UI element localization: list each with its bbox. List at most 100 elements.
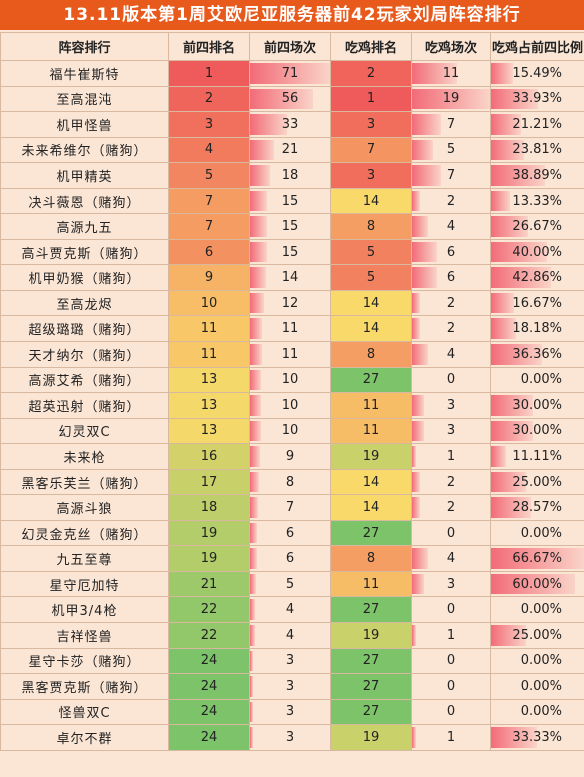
win-ratio-bar [491,88,539,110]
win-games-value: 19 [442,91,460,107]
win-games-value: 0 [446,704,456,720]
top4-rank-cell: 11 [168,341,250,368]
win-games-value: 2 [446,500,456,516]
win-ratio-value: 38.89% [512,167,562,183]
win-games-bar [412,573,425,595]
top4-games-cell: 10 [249,366,331,394]
top4-games-value: 3 [285,678,295,694]
win-games-bar [412,548,429,569]
win-games-value: 0 [446,653,456,669]
top4-rank-cell: 13 [168,392,250,419]
top4-games-bar [250,318,263,340]
win-games-value: 1 [446,448,456,464]
win-games-cell: 19 [411,85,491,113]
win-games-cell: 3 [411,417,491,445]
win-ratio-value: 18.18% [512,321,562,337]
win-ratio-bar [491,267,551,288]
win-rank-cell: 19 [330,443,412,470]
top4-rank-cell: 17 [168,468,250,496]
lineup-name: 决斗薇恩（赌狗） [0,187,169,215]
table-row: 超级璐璐（赌狗） 11 11 14 2 18.18% [0,315,584,343]
win-ratio-cell: 25.00% [490,468,584,496]
win-games-bar [412,318,421,340]
top4-games-bar [250,650,254,672]
win-games-bar [412,395,425,416]
win-games-bar [412,139,433,161]
win-ratio-value: 28.57% [512,500,562,516]
top4-rank-cell: 5 [168,162,250,189]
win-ratio-value: 33.33% [512,729,562,745]
win-games-value: 6 [446,244,456,260]
win-games-cell: 1 [411,724,491,751]
header-win-games: 吃鸡场次 [411,32,491,61]
win-games-value: 5 [446,142,456,158]
win-ratio-cell: 0.00% [490,673,584,700]
win-games-bar [412,267,437,288]
lineup-name: 黑客乐芙兰（赌狗） [0,468,169,496]
win-games-value: 11 [442,65,460,81]
top4-games-bar [250,190,267,212]
lineup-name: 未来枪 [0,443,169,470]
lineup-name: 高源九五 [0,213,169,240]
win-games-cell: 0 [411,519,491,547]
lineup-name: 机甲3/4枪 [0,596,169,624]
win-ratio-bar [491,625,526,646]
win-ratio-bar [491,395,533,416]
win-games-value: 2 [446,295,456,311]
top4-rank-cell: 24 [168,724,250,751]
win-ratio-bar [491,292,515,314]
table-row: 黑客贾克斯（赌狗） 24 3 27 0 0.00% [0,673,584,700]
win-ratio-cell: 33.93% [490,85,584,113]
top4-games-bar [250,701,254,723]
top4-rank-cell: 22 [168,622,250,649]
win-games-value: 3 [446,423,456,439]
table-row: 黑客乐芙兰（赌狗） 17 8 14 2 25.00% [0,468,584,496]
top4-games-value: 33 [281,116,299,132]
win-games-value: 0 [446,525,456,541]
win-ratio-cell: 15.49% [490,60,584,87]
lineup-name: 未来希维尔（赌狗） [0,136,169,164]
win-ratio-bar [491,318,517,340]
top4-rank-cell: 19 [168,545,250,572]
lineup-name: 黑客贾克斯（赌狗） [0,673,169,700]
win-games-cell: 2 [411,187,491,215]
top4-games-value: 6 [285,525,295,541]
top4-games-value: 7 [285,500,295,516]
table-row: 幻灵双C 13 10 11 3 30.00% [0,417,584,445]
win-games-cell: 4 [411,341,491,368]
win-games-cell: 3 [411,392,491,419]
top4-games-value: 15 [281,193,299,209]
top4-games-value: 11 [281,321,299,337]
win-ratio-cell: 30.00% [490,392,584,419]
top4-rank-cell: 2 [168,85,250,113]
win-ratio-value: 30.00% [512,397,562,413]
top4-games-value: 5 [285,576,295,592]
lineup-name: 星守卡莎（赌狗） [0,647,169,675]
top4-games-cell: 9 [249,443,331,470]
top4-games-cell: 15 [249,187,331,215]
win-ratio-cell: 0.00% [490,519,584,547]
win-games-bar [412,165,441,186]
top4-games-bar [250,727,254,748]
table-row: 至高龙烬 10 12 14 2 16.67% [0,289,584,317]
win-ratio-value: 26.67% [512,219,562,235]
top4-games-cell: 56 [249,85,331,113]
top4-games-bar [250,267,266,288]
lineup-name: 高源斗狼 [0,494,169,521]
win-ratio-bar [491,471,526,493]
win-games-bar [412,727,417,748]
header-row: 阵容排行 前四排名 前四场次 吃鸡排名 吃鸡场次 吃鸡占前四比例 [0,32,584,61]
win-ratio-value: 23.81% [512,142,562,158]
table-row: 福牛崔斯特 1 71 2 11 15.49% [0,60,584,87]
win-rank-cell: 8 [330,213,412,240]
lineup-name: 超英迅射（赌狗） [0,392,169,419]
win-games-bar [412,241,437,263]
lineup-name: 至高混沌 [0,85,169,113]
lineup-name: 吉祥怪兽 [0,622,169,649]
top4-games-bar [250,63,330,84]
win-games-value: 4 [446,219,456,235]
win-games-value: 2 [446,474,456,490]
table-row: 机甲3/4枪 22 4 27 0 0.00% [0,596,584,624]
win-games-cell: 6 [411,264,491,291]
win-rank-cell: 11 [330,417,412,445]
